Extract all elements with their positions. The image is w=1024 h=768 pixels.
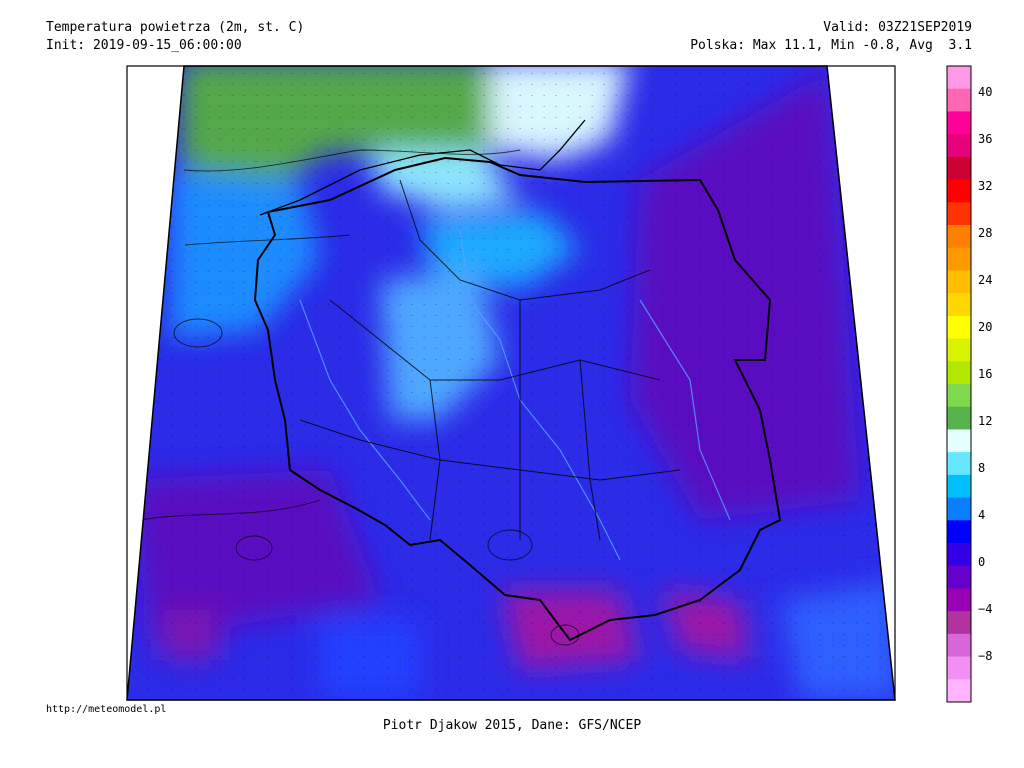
colorbar-swatch [947, 157, 971, 180]
colorbar-swatch [947, 180, 971, 203]
colorbar-swatch [947, 611, 971, 634]
colorbar-tick-label: 20 [978, 321, 992, 333]
colorbar-swatch [947, 566, 971, 589]
colorbar-swatch [947, 634, 971, 657]
colorbar-swatch [947, 543, 971, 566]
colorbar-tick-label: 8 [978, 462, 985, 474]
colorbar-swatch [947, 520, 971, 543]
map-area [120, 60, 900, 710]
colorbar-tick-label: 40 [978, 86, 992, 98]
colorbar-swatch [947, 452, 971, 475]
colorbar-swatch [947, 248, 971, 271]
colorbar-tick-label: −8 [978, 650, 992, 662]
colorbar-swatch [947, 679, 971, 702]
colorbar-swatch [947, 89, 971, 112]
colorbar-swatch [947, 429, 971, 452]
colorbar-swatch [947, 293, 971, 316]
colorbar [947, 66, 971, 703]
colorbar-swatch [947, 316, 971, 339]
colorbar-swatch [947, 498, 971, 521]
colorbar-tick-label: 12 [978, 415, 992, 427]
colorbar-swatch [947, 475, 971, 498]
colorbar-tick-label: 28 [978, 227, 992, 239]
colorbar-swatch [947, 361, 971, 384]
colorbar-swatch [947, 111, 971, 134]
colorbar-swatch [947, 657, 971, 680]
colorbar-tick-label: 0 [978, 556, 985, 568]
colorbar-swatch [947, 407, 971, 430]
colorbar-swatch [947, 339, 971, 362]
colorbar-swatch [947, 588, 971, 611]
colorbar-tick-label: 4 [978, 509, 985, 521]
colorbar-tick-label: 16 [978, 368, 992, 380]
credit-line: Piotr Djakow 2015, Dane: GFS/NCEP [0, 718, 1024, 733]
colorbar-tick-label: −4 [978, 603, 992, 615]
source-url[interactable]: http://meteomodel.pl [46, 704, 166, 715]
colorbar-tick-label: 32 [978, 180, 992, 192]
colorbar-tick-label: 36 [978, 133, 992, 145]
colorbar-swatch [947, 134, 971, 157]
colorbar-swatch [947, 270, 971, 293]
colorbar-swatch [947, 202, 971, 225]
colorbar-tick-label: 24 [978, 274, 992, 286]
colorbar-swatch [947, 384, 971, 407]
colorbar-swatch [947, 225, 971, 248]
colorbar-swatch [947, 66, 971, 89]
